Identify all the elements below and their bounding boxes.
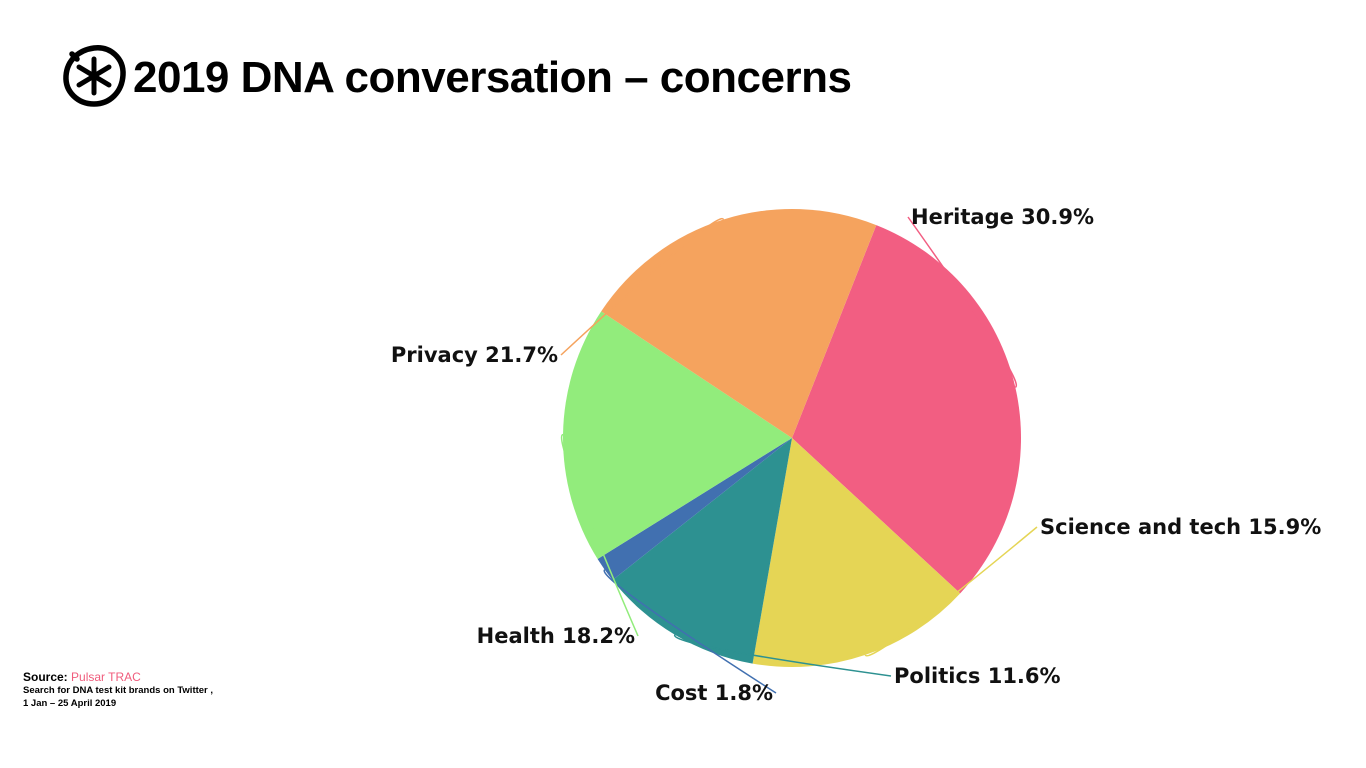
leader-line-privacy — [560, 217, 725, 356]
data-label-heritage: Heritage 30.9% — [911, 205, 1094, 229]
pie-slice-science-and-tech — [752, 438, 961, 667]
source-label: Source: — [23, 670, 68, 684]
data-label-privacy: Privacy 21.7% — [391, 343, 558, 367]
data-label-science-and-tech: Science and tech 15.9% — [1040, 515, 1321, 539]
source-name: Pulsar TRAC — [71, 670, 141, 684]
source-note: Source: Pulsar TRAC Search for DNA test … — [23, 670, 213, 710]
pie-slice-heritage — [792, 225, 1021, 594]
pie-slice-cost — [597, 438, 792, 581]
page-title: 2019 DNA conversation – concerns — [133, 53, 852, 102]
leader-line-science-and-tech — [864, 526, 1038, 657]
pie-slice-privacy — [601, 209, 877, 438]
data-label-cost: Cost 1.8% — [655, 681, 773, 705]
leader-line-politics — [674, 634, 892, 677]
leader-line-heritage — [907, 216, 1018, 388]
data-label-health: Health 18.2% — [477, 624, 635, 648]
data-label-politics: Politics 11.6% — [894, 664, 1061, 688]
asterisk-circle-logo-icon — [63, 45, 126, 107]
pie-slice-health — [563, 311, 792, 560]
leader-line-health — [560, 433, 639, 637]
leader-line-cost — [603, 569, 777, 694]
pie-slice-politics — [612, 438, 792, 664]
source-line: Source: Pulsar TRAC — [23, 670, 213, 684]
source-date-range: 1 Jan – 25 April 2019 — [23, 698, 117, 709]
source-description: Search for DNA test kit brands on Twitte… — [23, 685, 214, 696]
